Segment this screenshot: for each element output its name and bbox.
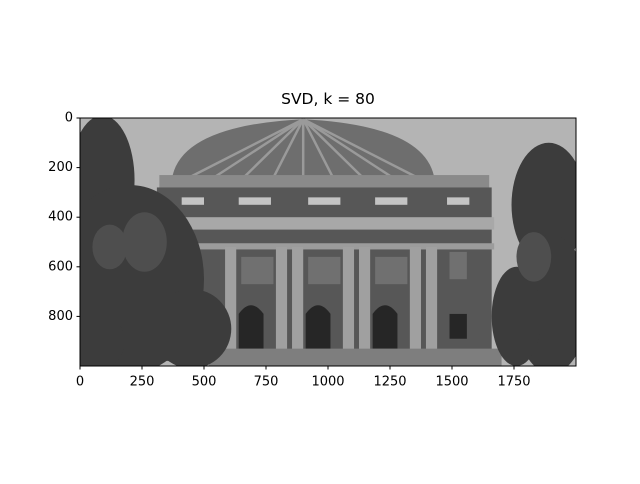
y-tick-label: 600 (48, 259, 73, 274)
x-tick-label: 750 (254, 375, 279, 390)
x-tick-label: 500 (192, 375, 217, 390)
x-tick-label: 1250 (373, 375, 406, 390)
chart-title: SVD, k = 80 (281, 90, 375, 108)
x-tick-label: 1750 (497, 375, 530, 390)
y-tick-label: 400 (48, 210, 73, 225)
x-tick-label: 250 (130, 375, 155, 390)
y-tick-label: 800 (48, 309, 73, 324)
x-tick-label: 1000 (311, 375, 344, 390)
x-tick-label: 1500 (435, 375, 468, 390)
x-tick-label: 0 (76, 375, 84, 390)
y-tick-label: 0 (65, 111, 73, 126)
image (80, 118, 576, 366)
y-tick-label: 200 (48, 160, 73, 175)
